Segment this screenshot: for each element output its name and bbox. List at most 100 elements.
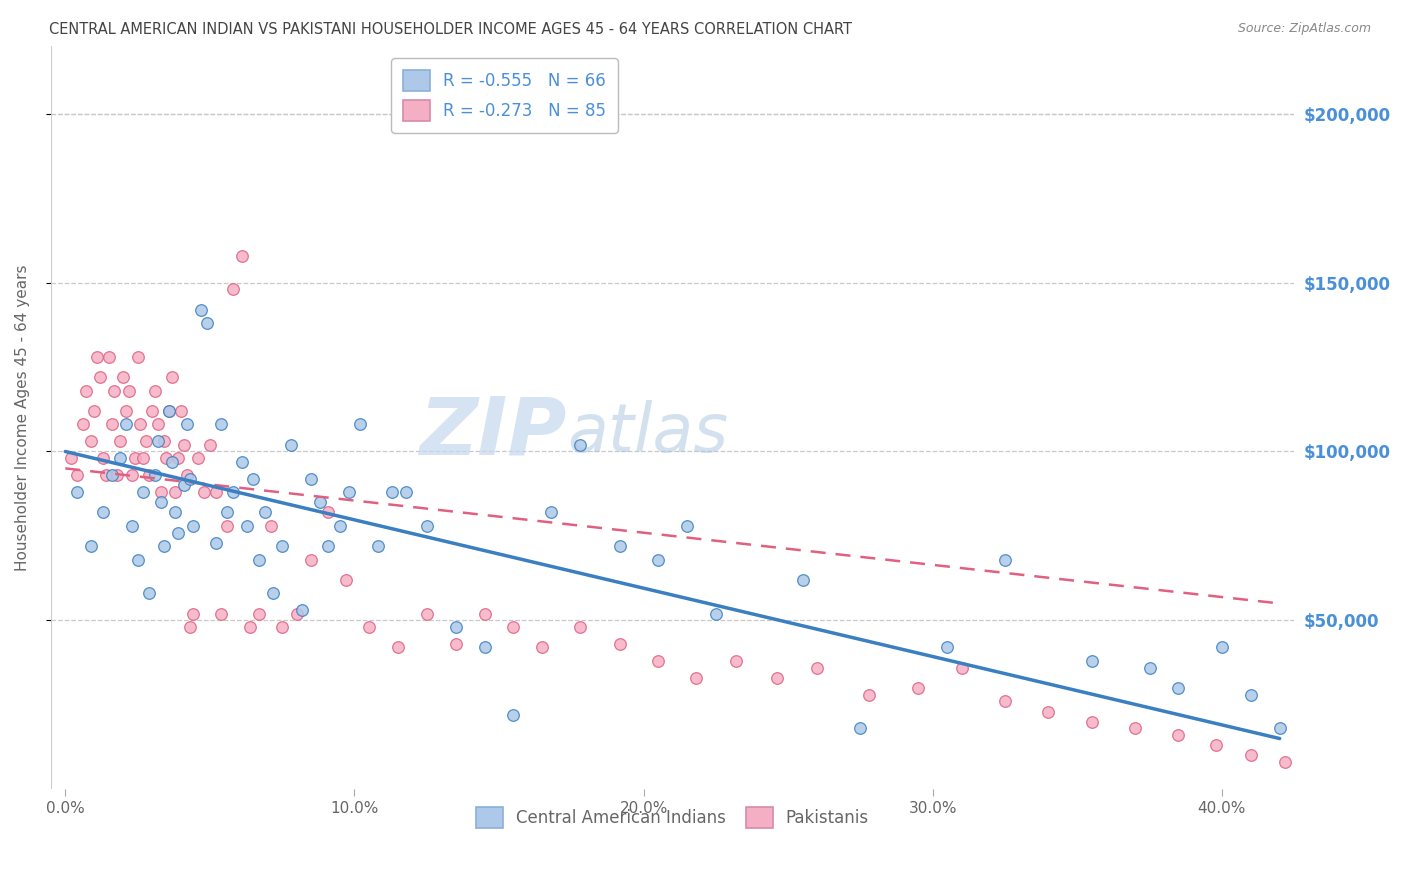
- Point: [676, 518, 699, 533]
- Point: [143, 468, 166, 483]
- Point: [181, 607, 204, 621]
- Point: [1240, 688, 1263, 702]
- Point: [110, 434, 132, 449]
- Point: [291, 603, 314, 617]
- Point: [146, 434, 169, 449]
- Point: [179, 471, 201, 485]
- Point: [97, 350, 120, 364]
- Point: [704, 607, 727, 621]
- Point: [1167, 681, 1189, 695]
- Point: [444, 620, 467, 634]
- Point: [349, 417, 371, 432]
- Point: [381, 485, 404, 500]
- Point: [531, 640, 554, 655]
- Point: [395, 485, 418, 500]
- Point: [1341, 769, 1364, 783]
- Point: [170, 404, 193, 418]
- Point: [121, 468, 143, 483]
- Point: [765, 671, 787, 685]
- Point: [609, 637, 631, 651]
- Point: [118, 384, 141, 398]
- Point: [66, 485, 89, 500]
- Point: [285, 607, 308, 621]
- Point: [157, 404, 180, 418]
- Point: [100, 468, 122, 483]
- Point: [502, 620, 524, 634]
- Point: [135, 434, 157, 449]
- Point: [181, 518, 204, 533]
- Point: [176, 417, 198, 432]
- Point: [167, 525, 190, 540]
- Point: [157, 404, 180, 418]
- Point: [792, 573, 814, 587]
- Point: [337, 485, 360, 500]
- Point: [217, 518, 239, 533]
- Point: [1268, 722, 1291, 736]
- Point: [1211, 640, 1233, 655]
- Point: [176, 468, 198, 483]
- Point: [1123, 722, 1146, 736]
- Point: [209, 607, 232, 621]
- Point: [329, 518, 352, 533]
- Point: [115, 417, 138, 432]
- Point: [138, 468, 160, 483]
- Point: [415, 518, 437, 533]
- Point: [112, 370, 135, 384]
- Point: [318, 505, 340, 519]
- Point: [80, 434, 103, 449]
- Point: [685, 671, 707, 685]
- Point: [335, 573, 357, 587]
- Point: [143, 384, 166, 398]
- Point: [609, 539, 631, 553]
- Point: [568, 438, 591, 452]
- Point: [66, 468, 89, 483]
- Text: CENTRAL AMERICAN INDIAN VS PAKISTANI HOUSEHOLDER INCOME AGES 45 - 64 YEARS CORRE: CENTRAL AMERICAN INDIAN VS PAKISTANI HOU…: [49, 22, 852, 37]
- Point: [502, 707, 524, 722]
- Point: [444, 637, 467, 651]
- Point: [299, 552, 322, 566]
- Point: [167, 451, 190, 466]
- Point: [247, 552, 270, 566]
- Point: [173, 478, 195, 492]
- Point: [72, 417, 94, 432]
- Point: [138, 586, 160, 600]
- Point: [806, 660, 828, 674]
- Point: [950, 660, 973, 674]
- Point: [474, 640, 496, 655]
- Point: [173, 438, 195, 452]
- Point: [121, 518, 143, 533]
- Point: [132, 485, 155, 500]
- Point: [1361, 772, 1384, 786]
- Point: [858, 688, 880, 702]
- Point: [222, 485, 245, 500]
- Point: [271, 539, 294, 553]
- Point: [86, 350, 108, 364]
- Point: [162, 455, 184, 469]
- Point: [209, 417, 232, 432]
- Point: [141, 404, 163, 418]
- Point: [263, 586, 285, 600]
- Point: [299, 471, 322, 485]
- Point: [190, 302, 212, 317]
- Point: [367, 539, 389, 553]
- Point: [149, 495, 172, 509]
- Point: [198, 438, 221, 452]
- Point: [127, 350, 149, 364]
- Point: [231, 249, 253, 263]
- Point: [849, 722, 872, 736]
- Point: [204, 485, 226, 500]
- Point: [110, 451, 132, 466]
- Text: atlas: atlas: [567, 400, 728, 466]
- Point: [1139, 660, 1161, 674]
- Point: [540, 505, 562, 519]
- Point: [1298, 762, 1320, 776]
- Point: [115, 404, 138, 418]
- Point: [91, 505, 114, 519]
- Point: [1240, 748, 1263, 763]
- Point: [103, 384, 125, 398]
- Point: [146, 417, 169, 432]
- Point: [236, 518, 259, 533]
- Point: [1080, 714, 1102, 729]
- Point: [75, 384, 97, 398]
- Point: [994, 552, 1017, 566]
